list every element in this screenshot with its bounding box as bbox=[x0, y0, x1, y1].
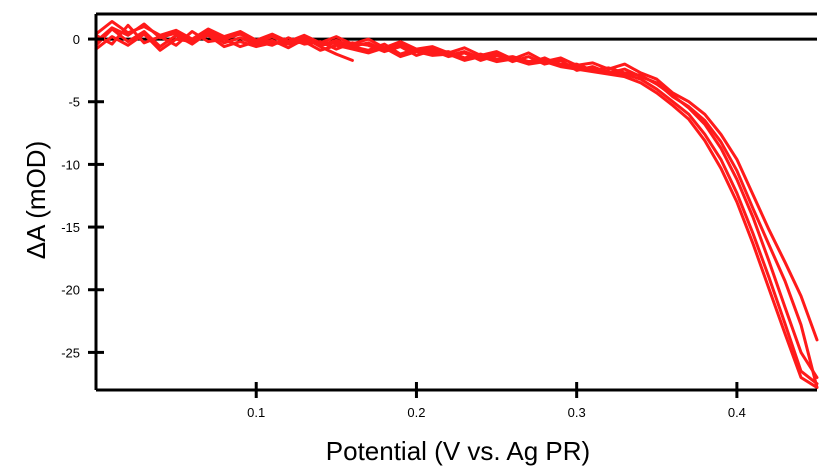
y-tick-label: -5 bbox=[68, 95, 80, 110]
x-tick-label: 0.1 bbox=[247, 405, 265, 420]
series-line-2 bbox=[94, 23, 819, 379]
y-tick-label: 0 bbox=[73, 32, 80, 47]
x-tick-label: 0.4 bbox=[728, 405, 746, 420]
x-axis-title: Potential (V vs. Ag PR) bbox=[326, 436, 590, 466]
series-layer bbox=[94, 20, 819, 389]
x-tick-label: 0.3 bbox=[568, 405, 586, 420]
axes-layer: 0.1 0.2 0.3 0.4 0 -5 -10 -15 -20 -25 bbox=[61, 12, 817, 420]
series-line-1 bbox=[94, 27, 819, 386]
x-tick-label: 0.2 bbox=[407, 405, 425, 420]
y-tick-label: -15 bbox=[61, 220, 80, 235]
series-line-3 bbox=[94, 22, 819, 389]
y-axis-title: ΔA (mOD) bbox=[21, 141, 51, 259]
series-line-4 bbox=[94, 20, 819, 342]
series-line-5 bbox=[94, 32, 819, 389]
y-tick-label: -25 bbox=[61, 345, 80, 360]
y-tick-label: -20 bbox=[61, 283, 80, 298]
series-line-6 bbox=[286, 36, 354, 62]
y-tick-label: -10 bbox=[61, 157, 80, 172]
